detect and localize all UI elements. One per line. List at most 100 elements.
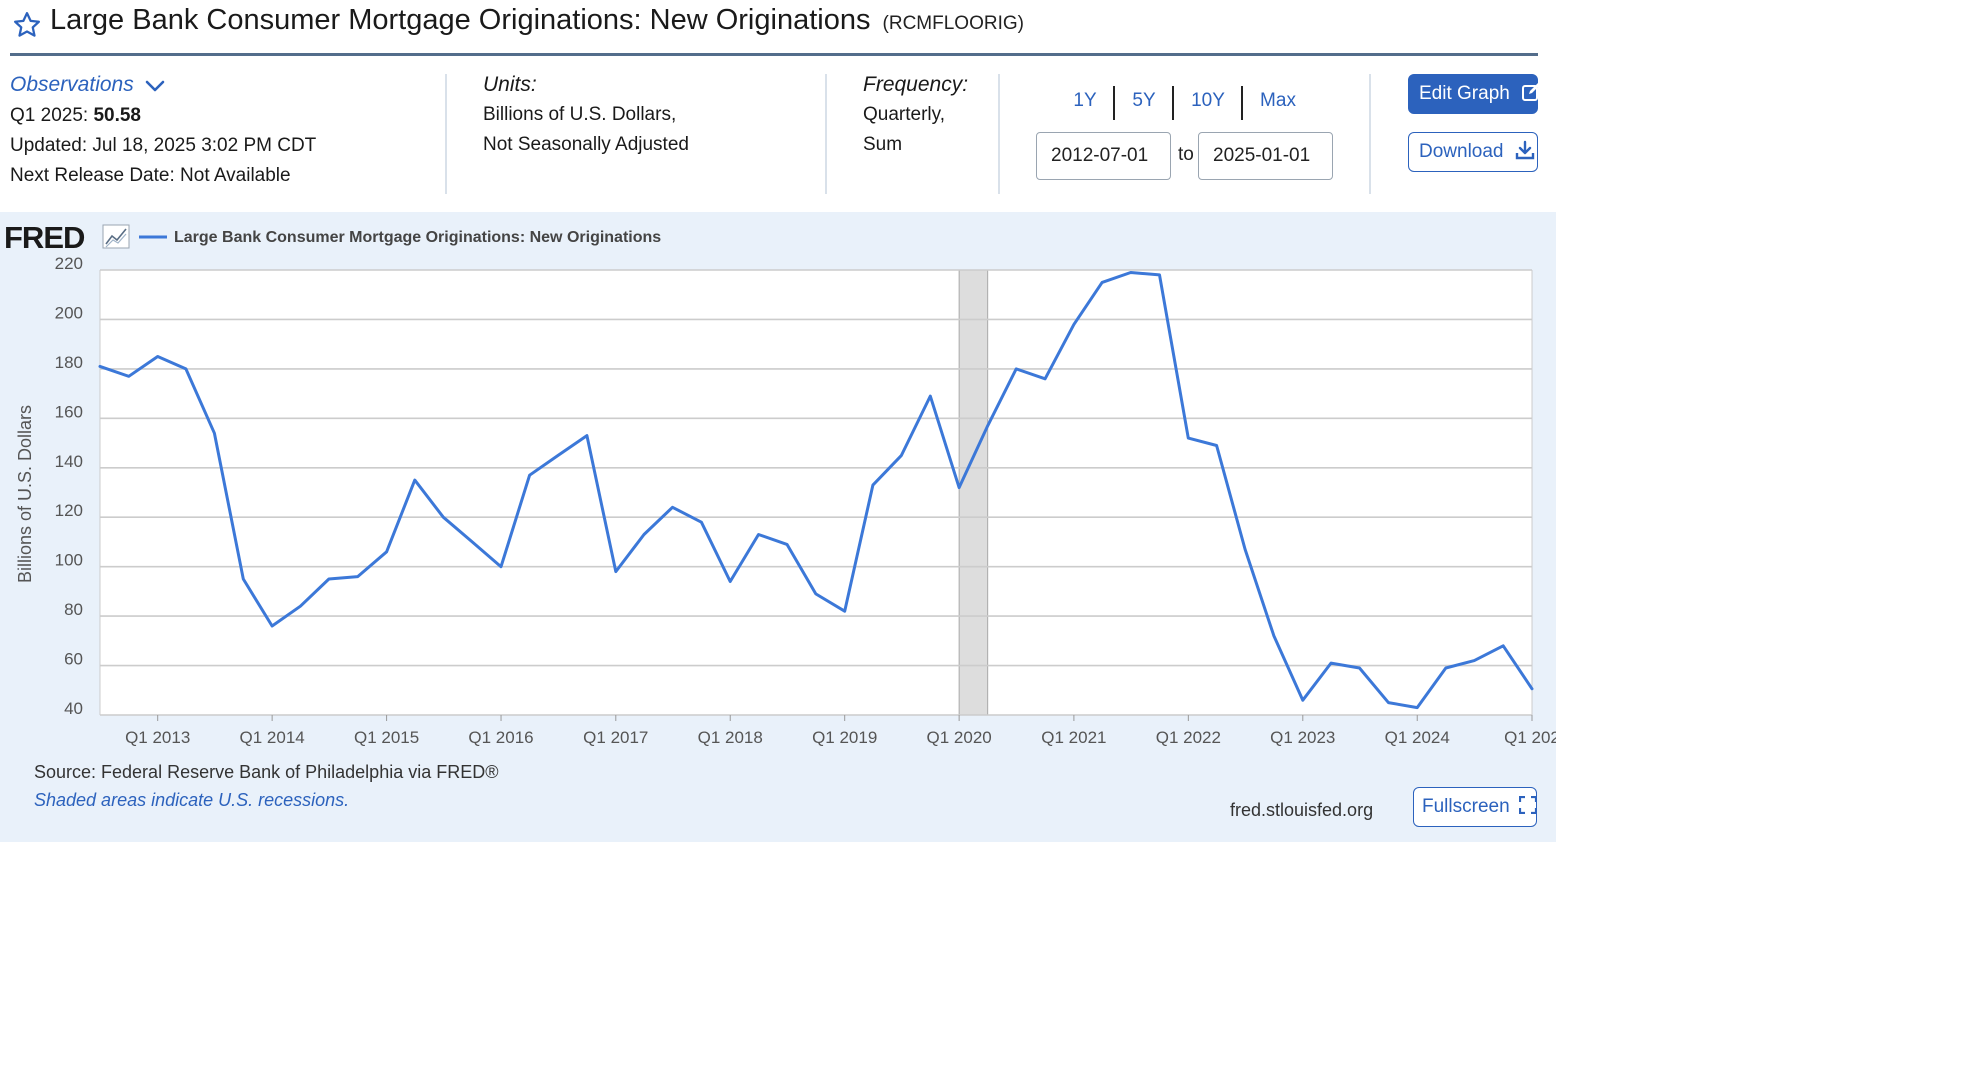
header: Large Bank Consumer Mortgage Origination… <box>10 0 1538 56</box>
range-1y-button[interactable]: 1Y <box>1073 90 1097 111</box>
updated-text: Updated: Jul 18, 2025 3:02 PM CDT <box>10 135 317 156</box>
data-point <box>1216 445 1218 447</box>
data-point <box>757 534 759 536</box>
download-label: Download <box>1419 141 1504 162</box>
data-point <box>586 435 588 437</box>
data-point <box>786 543 788 545</box>
grid-layer <box>99 269 1533 716</box>
x-tick-label: Q1 2019 <box>812 728 877 747</box>
data-point <box>615 571 617 573</box>
data-point <box>1015 368 1017 370</box>
fullscreen-label: Fullscreen <box>1422 796 1510 817</box>
data-point <box>1531 688 1533 690</box>
recession-layer <box>958 269 989 716</box>
data-point <box>242 578 244 580</box>
data-point <box>1416 707 1418 709</box>
data-point <box>672 506 674 508</box>
observations-block: Observations Q1 2025: 50.58 Updated: Jul… <box>10 70 316 191</box>
data-point <box>1244 548 1246 550</box>
fullscreen-icon <box>1518 795 1538 815</box>
x-tick-label: Q1 2020 <box>927 728 992 747</box>
units-line-2: Not Seasonally Adjusted <box>483 134 689 155</box>
frequency-line-1: Quarterly, <box>863 104 946 125</box>
y-tick-label: 80 <box>64 600 83 619</box>
data-point <box>1187 437 1189 439</box>
y-tick-label: 100 <box>55 551 83 570</box>
x-tick-label: Q1 2015 <box>354 728 419 747</box>
x-tick-label: Q1 2017 <box>583 728 648 747</box>
start-date-input[interactable] <box>1036 132 1171 180</box>
x-tick-label: Q1 2022 <box>1156 728 1221 747</box>
data-point <box>99 365 101 367</box>
data-point <box>1130 271 1132 273</box>
chart-panel: FRED Large Bank Consumer Mortgage Origin… <box>0 212 1556 842</box>
chevron-down-icon[interactable] <box>145 79 165 93</box>
y-tick-label: 120 <box>55 501 83 520</box>
x-axis-ticks: Q1 2013 Q1 2014 Q1 2015 Q1 2016 Q1 2017 Q1 20… <box>125 715 1556 747</box>
units-label: Units: <box>483 73 537 96</box>
fullscreen-button[interactable]: Fullscreen <box>1413 787 1538 827</box>
data-points <box>99 271 1533 709</box>
data-point <box>271 625 273 627</box>
x-tick-label: Q1 202 <box>1504 728 1556 747</box>
range-10y-button[interactable]: 10Y <box>1191 90 1225 111</box>
data-point <box>1073 323 1075 325</box>
data-point <box>1273 635 1275 637</box>
data-point <box>815 593 817 595</box>
y-tick-label: 60 <box>64 650 83 669</box>
data-point <box>386 551 388 553</box>
edit-graph-button[interactable]: Edit Graph <box>1408 74 1541 114</box>
page: Large Bank Consumer Mortgage Origination… <box>0 0 1556 842</box>
recession-band <box>958 269 989 716</box>
site-link[interactable]: fred.stlouisfed.org <box>1230 800 1374 820</box>
x-tick-label: Q1 2018 <box>698 728 763 747</box>
range-max-button[interactable]: Max <box>1260 90 1296 111</box>
series-meta: Observations Q1 2025: 50.58 Updated: Jul… <box>0 70 1556 200</box>
latest-observation: Q1 2025: 50.58 <box>10 101 316 131</box>
chart-mini-icon <box>102 224 130 249</box>
y-axis-ticks: 40 60 80 100 120 140 160 180 200 220 <box>55 254 83 718</box>
data-point <box>557 454 559 456</box>
recession-note: Shaded areas indicate U.S. recessions. <box>34 790 350 810</box>
x-tick-label: Q1 2016 <box>468 728 533 747</box>
edit-icon <box>1522 82 1541 101</box>
data-point <box>900 454 902 456</box>
y-tick-label: 220 <box>55 254 83 273</box>
star-icon[interactable] <box>12 10 42 40</box>
x-tick-label: Q1 2024 <box>1385 728 1450 747</box>
data-point <box>1387 702 1389 704</box>
download-icon <box>1515 140 1534 160</box>
page-title: Large Bank Consumer Mortgage Origination… <box>50 4 1024 37</box>
range-5y-button[interactable]: 5Y <box>1132 90 1156 111</box>
data-point <box>213 432 215 434</box>
range-separator <box>1172 86 1174 120</box>
y-tick-label: 160 <box>55 402 83 421</box>
data-point <box>729 581 731 582</box>
latest-value: 50.58 <box>93 105 141 126</box>
divider <box>825 74 827 194</box>
x-tick-label: Q1 2021 <box>1041 728 1106 747</box>
y-axis-label: Billions of U.S. Dollars <box>15 405 35 583</box>
data-point <box>700 521 702 523</box>
y-tick-label: 40 <box>64 699 83 718</box>
data-point <box>471 541 473 543</box>
frequency-label: Frequency: <box>863 73 969 96</box>
plot-area <box>100 270 1532 715</box>
data-point <box>185 368 187 370</box>
fred-logo: FRED <box>4 220 85 255</box>
series-title: Large Bank Consumer Mortgage Origination… <box>50 4 871 36</box>
series-id: (RCMFLOORIG) <box>882 13 1024 34</box>
data-point <box>1502 645 1504 647</box>
data-point <box>958 487 960 489</box>
data-point <box>1445 667 1447 669</box>
data-point <box>414 479 416 481</box>
data-point <box>1302 699 1304 701</box>
legend-label: Large Bank Consumer Mortgage Origination… <box>174 229 661 246</box>
y-tick-label: 180 <box>55 353 83 372</box>
data-point <box>357 576 359 578</box>
data-point <box>1359 667 1361 669</box>
end-date-input[interactable] <box>1198 132 1333 180</box>
observations-dropdown[interactable]: Observations <box>10 73 134 96</box>
download-button[interactable]: Download <box>1408 132 1538 172</box>
units-line-1: Billions of U.S. Dollars, <box>483 104 677 125</box>
